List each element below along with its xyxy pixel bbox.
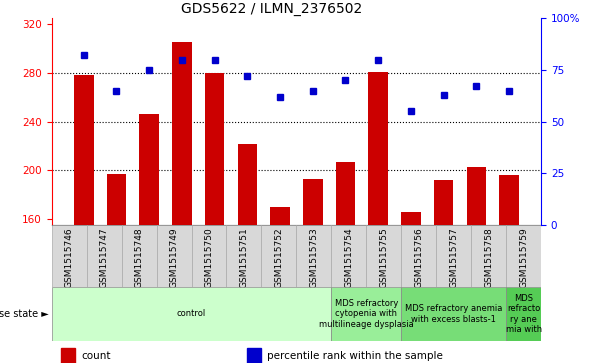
Bar	[368, 72, 388, 225]
Bar	[366, 225, 401, 287]
Text: GSM1515746: GSM1515746	[64, 227, 74, 287]
Bar	[52, 287, 331, 341]
Bar	[247, 348, 261, 363]
Bar	[226, 225, 261, 287]
Bar	[499, 175, 519, 225]
Text: GSM1515752: GSM1515752	[274, 227, 283, 287]
Text: GSM1515749: GSM1515749	[170, 227, 179, 287]
Bar	[401, 225, 437, 287]
Bar	[238, 143, 257, 225]
Bar	[471, 225, 506, 287]
Bar	[74, 76, 94, 225]
Bar	[331, 225, 366, 287]
Text: MDS refractory
cytopenia with
multilineage dysplasia: MDS refractory cytopenia with multilinea…	[319, 299, 413, 329]
Text: percentile rank within the sample: percentile rank within the sample	[267, 351, 443, 362]
Bar	[303, 179, 323, 225]
Bar	[205, 73, 224, 225]
Bar	[336, 162, 355, 225]
Bar	[261, 225, 296, 287]
Bar	[106, 174, 126, 225]
Bar	[192, 225, 226, 287]
Bar	[87, 225, 122, 287]
Text: GSM1515759: GSM1515759	[519, 227, 528, 287]
Text: GSM1515758: GSM1515758	[484, 227, 493, 287]
Bar	[122, 225, 157, 287]
Bar	[401, 287, 506, 341]
Bar	[506, 225, 541, 287]
Text: GSM1515748: GSM1515748	[134, 227, 143, 287]
Text: control: control	[177, 310, 206, 318]
Bar	[297, 225, 331, 287]
Bar	[437, 225, 471, 287]
Bar	[157, 225, 192, 287]
Bar	[506, 287, 541, 341]
Text: GSM1515754: GSM1515754	[344, 227, 353, 287]
Bar	[331, 287, 401, 341]
Bar	[466, 167, 486, 225]
Text: GSM1515747: GSM1515747	[100, 227, 109, 287]
Bar	[172, 42, 192, 225]
Text: GSM1515751: GSM1515751	[240, 227, 249, 287]
Bar	[270, 207, 290, 225]
Bar	[401, 212, 421, 225]
Text: MDS refractory anemia
with excess blasts-1: MDS refractory anemia with excess blasts…	[405, 304, 502, 324]
Bar	[52, 225, 87, 287]
Bar	[434, 180, 454, 225]
Text: GSM1515756: GSM1515756	[414, 227, 423, 287]
Text: GSM1515753: GSM1515753	[309, 227, 319, 287]
Text: GSM1515757: GSM1515757	[449, 227, 458, 287]
Text: MDS
refracto
ry ane
mia with: MDS refracto ry ane mia with	[506, 294, 542, 334]
Text: GSM1515755: GSM1515755	[379, 227, 389, 287]
Text: count: count	[81, 351, 111, 362]
Text: GSM1515750: GSM1515750	[204, 227, 213, 287]
Bar	[139, 114, 159, 225]
Text: disease state ►: disease state ►	[0, 309, 49, 319]
Bar	[61, 348, 75, 363]
Title: GDS5622 / ILMN_2376502: GDS5622 / ILMN_2376502	[181, 2, 362, 16]
